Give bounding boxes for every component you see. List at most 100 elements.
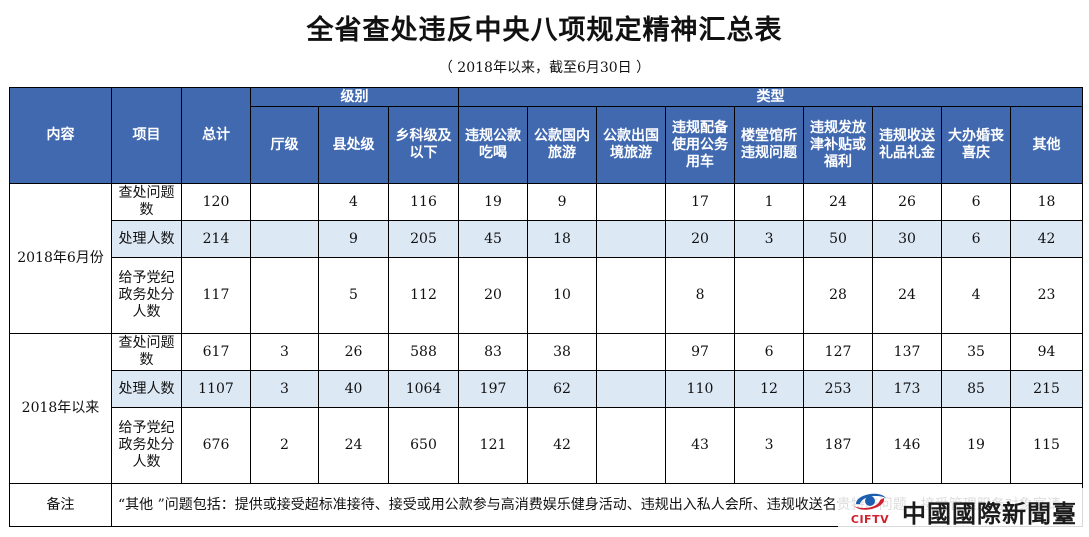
level-cell: 4	[318, 183, 389, 221]
type-cell: 8	[665, 257, 736, 334]
level-cell: 5	[318, 257, 389, 334]
level-cell: 2	[250, 407, 319, 484]
header-row-2: 厅级 县处级 乡科级及以下 违规公款吃喝 公款国内旅游 公款出国境旅游 违规配备使用公务用车…	[10, 106, 1084, 184]
table-row: 2018年以来 查处问题数 617 3 26 588 83 38 97 6 127 137 35 94	[9, 333, 1084, 484]
level-cell: 26	[318, 333, 389, 371]
level-cell: 112	[387, 257, 460, 334]
level-cell: 650	[387, 407, 460, 484]
type-cell: 6	[941, 183, 1012, 221]
total-cell: 1107	[181, 370, 251, 408]
item-cell: 给予党纪政务处分人数	[111, 257, 182, 334]
table-row: 处理人数 214 9 205 45 18 20 3 50 30 6 42	[10, 220, 1084, 258]
total-cell: 617	[181, 333, 251, 371]
watermark-name: 中國國際新聞臺	[902, 500, 1077, 528]
header-total: 总计	[181, 87, 251, 184]
type-cell: 3	[734, 407, 805, 484]
level-cell: 3	[250, 333, 319, 371]
table-row: 给予党纪政务处分人数 117 5 112 20 10 8 28 24 4 23	[10, 257, 1084, 334]
type-cell: 215	[1010, 370, 1084, 408]
type-cell: 1	[734, 183, 805, 221]
type-cell: 173	[872, 370, 943, 408]
type-cell: 18	[527, 220, 598, 258]
level-cell	[250, 183, 319, 221]
level-cell	[250, 257, 319, 334]
type-cell: 50	[803, 220, 874, 258]
header-type-1: 公款国内旅游	[527, 106, 598, 184]
level-cell: 9	[318, 220, 389, 258]
header-type-0: 违规公款吃喝	[458, 106, 529, 184]
type-cell: 4	[941, 257, 1012, 334]
item-cell: 查处问题数	[111, 333, 182, 371]
type-cell: 62	[527, 370, 598, 408]
total-cell: 214	[181, 220, 251, 258]
type-cell: 146	[872, 407, 943, 484]
type-cell: 24	[872, 257, 943, 334]
type-cell: 115	[1010, 407, 1084, 484]
type-cell: 28	[803, 257, 874, 334]
type-cell: 121	[458, 407, 529, 484]
level-cell: 588	[387, 333, 460, 371]
level-cell: 24	[318, 407, 389, 484]
type-cell: 137	[872, 333, 943, 371]
type-cell: 127	[803, 333, 874, 371]
type-cell: 17	[665, 183, 736, 221]
type-cell	[596, 333, 667, 371]
type-cell: 6	[734, 333, 805, 371]
header-row-1: 内容 项目 总计 级别 类型	[9, 87, 1084, 184]
header-level-group: 级别	[249, 87, 460, 107]
level-cell: 40	[318, 370, 389, 408]
type-cell: 97	[665, 333, 736, 371]
type-cell: 85	[941, 370, 1012, 408]
type-cell: 24	[803, 183, 874, 221]
level-cell	[250, 220, 319, 258]
table-row: 给予党纪政务处分人数 676 2 24 650 121 42 43 3 187 146 19 115	[10, 407, 1084, 484]
header-type-7: 大办婚丧喜庆	[941, 106, 1012, 184]
header-type-8: 其他	[1010, 106, 1084, 184]
type-cell	[596, 370, 667, 408]
header-level-2: 乡科级及以下	[387, 106, 460, 184]
item-cell: 处理人数	[111, 370, 182, 408]
type-cell	[596, 407, 667, 484]
type-cell: 30	[872, 220, 943, 258]
type-cell	[596, 183, 667, 221]
item-cell: 处理人数	[111, 220, 182, 258]
type-cell	[596, 257, 667, 334]
note-label: 备注	[9, 483, 112, 527]
period-cell: 2018年以来	[9, 333, 112, 484]
total-cell: 117	[181, 257, 251, 334]
watermark-brand: CIFTV	[850, 513, 890, 526]
type-cell: 26	[872, 183, 943, 221]
header-type-2: 公款出国境旅游	[596, 106, 667, 184]
type-cell: 10	[527, 257, 598, 334]
header-type-3: 违规配备使用公务用车	[665, 106, 736, 184]
type-cell: 83	[458, 333, 529, 371]
type-cell: 110	[665, 370, 736, 408]
type-cell: 6	[941, 220, 1012, 258]
type-cell: 35	[941, 333, 1012, 371]
type-cell	[596, 220, 667, 258]
type-cell: 253	[803, 370, 874, 408]
level-cell: 116	[387, 183, 460, 221]
cifvt-logo-icon	[854, 493, 886, 510]
header-type-6: 违规收送礼品礼金	[872, 106, 943, 184]
type-cell: 42	[527, 407, 598, 484]
total-cell: 120	[181, 183, 251, 221]
item-cell: 给予党纪政务处分人数	[111, 407, 182, 484]
type-cell: 18	[1010, 183, 1084, 221]
header-type-5: 违规发放津补贴或福利	[803, 106, 874, 184]
item-cell: 查处问题数	[111, 183, 182, 221]
type-cell: 20	[458, 257, 529, 334]
level-cell: 1064	[387, 370, 460, 408]
header-content: 内容	[9, 87, 112, 184]
type-cell: 3	[734, 220, 805, 258]
period-cell: 2018年6月份	[9, 183, 112, 334]
table-row: 处理人数 1107 3 40 1064 197 62 110 12 253 173 85 215	[10, 370, 1084, 408]
header-item: 项目	[111, 87, 182, 184]
header-level-1: 县处级	[318, 106, 389, 184]
type-cell: 23	[1010, 257, 1084, 334]
level-cell: 205	[387, 220, 460, 258]
type-cell: 19	[458, 183, 529, 221]
type-cell: 42	[1010, 220, 1084, 258]
type-cell: 38	[527, 333, 598, 371]
type-cell	[734, 257, 805, 334]
